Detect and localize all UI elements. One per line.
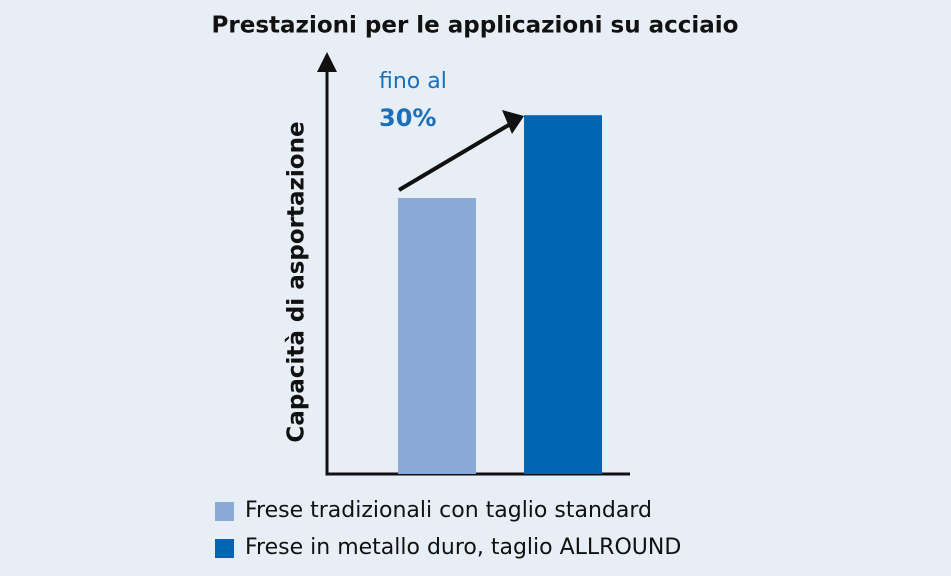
annotation-text: fino al — [379, 69, 447, 94]
bar — [524, 115, 602, 474]
y-axis-label: Capacità di asportazione — [284, 121, 310, 442]
bar — [398, 198, 476, 474]
legend-swatch — [215, 502, 234, 521]
increase-arrow — [397, 121, 514, 192]
legend-label: Frese in metallo duro, taglio ALLROUND — [245, 535, 681, 560]
chart-title: Prestazioni per le applicazioni su accia… — [212, 13, 739, 39]
increase-arrow-head — [502, 110, 524, 134]
y-axis-arrow — [317, 52, 337, 72]
legend-swatch — [215, 539, 234, 558]
annotation-emphasis: 30% — [379, 104, 436, 132]
legend-label: Frese tradizionali con taglio standard — [245, 498, 652, 523]
